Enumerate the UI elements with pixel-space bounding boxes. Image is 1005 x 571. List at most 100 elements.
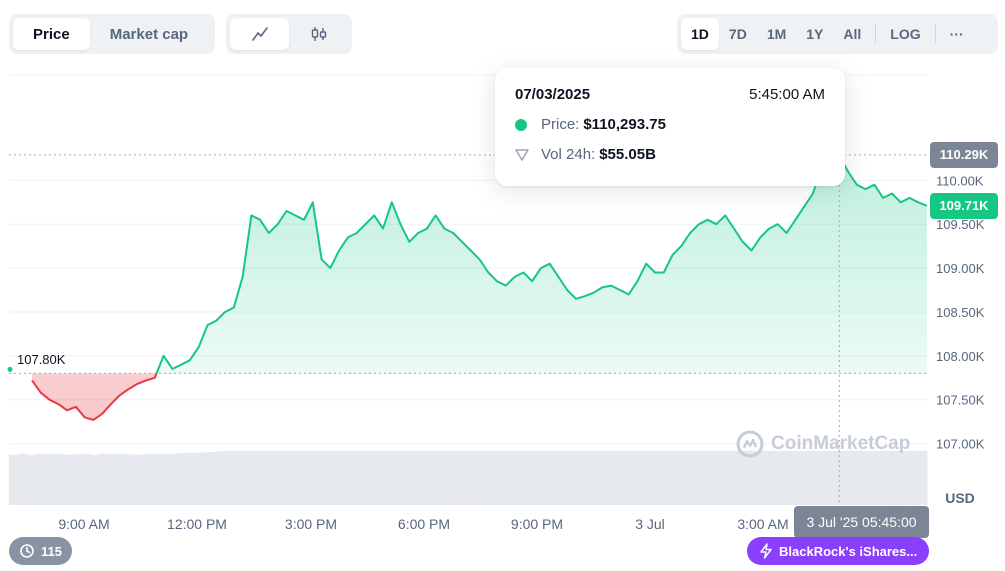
- x-tick-label: 12:00 PM: [167, 516, 227, 532]
- volume-bar: [445, 450, 456, 505]
- hover-price-tag: 110.29K: [930, 141, 998, 168]
- volume-bar: [748, 450, 759, 505]
- volume-bar: [151, 453, 161, 505]
- volume-bar: [686, 450, 696, 505]
- volume-bar: [730, 450, 741, 505]
- volume-bar: [418, 450, 429, 505]
- volume-bar: [597, 450, 607, 505]
- volume-bar: [900, 450, 910, 505]
- volume-bar: [205, 451, 215, 505]
- x-tick-label: 9:00 AM: [58, 516, 109, 532]
- volume-bar: [436, 450, 447, 505]
- volume-bar: [820, 450, 830, 505]
- volume-bar: [196, 452, 206, 505]
- tooltip-time: 5:45:00 AM: [749, 86, 825, 103]
- volume-bar: [508, 450, 518, 505]
- coinmarketcap-logo-icon: [736, 430, 764, 458]
- volume-bar: [650, 450, 661, 505]
- tab-market-cap[interactable]: Market cap: [109, 25, 189, 43]
- volume-bar: [258, 450, 268, 505]
- price-dot-icon: [515, 118, 527, 131]
- history-icon: [20, 544, 34, 558]
- volume-bar: [525, 450, 536, 505]
- volume-bar: [320, 450, 331, 505]
- tab-price[interactable]: Price: [13, 18, 90, 50]
- candlestick-button[interactable]: [289, 18, 348, 50]
- more-options-button[interactable]: ···: [949, 26, 964, 42]
- area-fill-down: [32, 373, 927, 420]
- volume-bar: [53, 453, 63, 505]
- news-event-button[interactable]: BlackRock's iShares...: [747, 537, 930, 565]
- volume-bar: [561, 450, 571, 505]
- y-tick-label: 107.00K: [936, 437, 985, 452]
- volume-bar: [802, 450, 812, 505]
- volume-bar: [392, 450, 402, 505]
- history-count: 115: [41, 543, 62, 559]
- volume-bar: [124, 454, 135, 505]
- volume-bar: [160, 454, 170, 505]
- tooltip-volume-label: Vol 24h:: [541, 146, 596, 163]
- range-1m[interactable]: 1M: [766, 26, 787, 42]
- volume-bar: [249, 450, 259, 505]
- range-all[interactable]: All: [843, 26, 862, 42]
- volume-bar: [543, 450, 554, 505]
- volume-bar: [739, 450, 750, 505]
- volume-bar: [641, 450, 652, 505]
- volume-bar: [704, 450, 714, 505]
- lightning-icon: [760, 543, 772, 559]
- coinmarketcap-watermark: CoinMarketCap: [735, 429, 910, 459]
- volume-bar: [187, 452, 197, 505]
- chart-type-toggle: [226, 14, 352, 54]
- volume-bar: [178, 453, 188, 505]
- y-tick-label: 108.50K: [936, 305, 985, 320]
- range-divider: [875, 24, 877, 44]
- log-scale-button[interactable]: LOG: [890, 26, 921, 42]
- x-tick-label: 6:00 PM: [398, 516, 450, 532]
- y-tick-label: 108.00K: [936, 349, 985, 364]
- volume-bar: [62, 454, 72, 505]
- volume-bar: [427, 450, 438, 505]
- tooltip-price-value: $110,293.75: [583, 116, 666, 133]
- range-7d[interactable]: 7D: [728, 26, 747, 42]
- tooltip-date: 07/03/2025: [515, 86, 591, 103]
- volume-bar: [231, 450, 242, 505]
- volume-bar: [383, 450, 393, 505]
- volume-bar: [837, 450, 848, 505]
- volume-bar: [766, 450, 776, 505]
- volume-bar: [873, 450, 883, 505]
- volume-bar: [294, 450, 304, 505]
- line-chart-button[interactable]: [230, 18, 289, 50]
- volume-bar: [276, 450, 286, 505]
- volume-bar: [222, 450, 233, 505]
- volume-bar: [35, 453, 46, 505]
- volume-icon: [515, 148, 529, 161]
- volume-bar: [9, 454, 19, 505]
- volume-bar: [365, 450, 375, 505]
- current-price-tag: 109.71K: [930, 192, 998, 219]
- volume-bar: [677, 450, 687, 505]
- volume-bar: [811, 450, 821, 505]
- volume-bar: [169, 453, 179, 505]
- volume-bar: [454, 450, 464, 505]
- x-tick-label: 9:00 PM: [511, 516, 563, 532]
- tooltip-price-label: Price:: [541, 116, 580, 133]
- range-divider: [934, 24, 936, 44]
- hover-tooltip: 07/03/2025 5:45:00 AM Price: $110,293.75…: [495, 68, 845, 186]
- volume-bar: [579, 450, 589, 505]
- volume-bar: [285, 450, 295, 505]
- volume-bar: [17, 453, 28, 505]
- range-1y[interactable]: 1Y: [806, 26, 824, 42]
- volume-bar: [142, 453, 153, 505]
- history-events-button[interactable]: 115: [9, 537, 72, 565]
- x-tick-label: 3:00 PM: [285, 516, 337, 532]
- volume-bar: [89, 454, 99, 505]
- volume-bar: [44, 454, 54, 505]
- range-1d[interactable]: 1D: [681, 18, 719, 50]
- volume-bar: [632, 450, 643, 505]
- volume-bar: [107, 454, 117, 505]
- volume-bar: [410, 450, 420, 505]
- hover-time-tag: 3 Jul '25 05:45:00: [794, 506, 929, 538]
- y-axis: 110.00K 109.50K 109.00K 108.50K 108.00K 107.5…: [936, 173, 985, 451]
- volume-bar: [213, 451, 224, 505]
